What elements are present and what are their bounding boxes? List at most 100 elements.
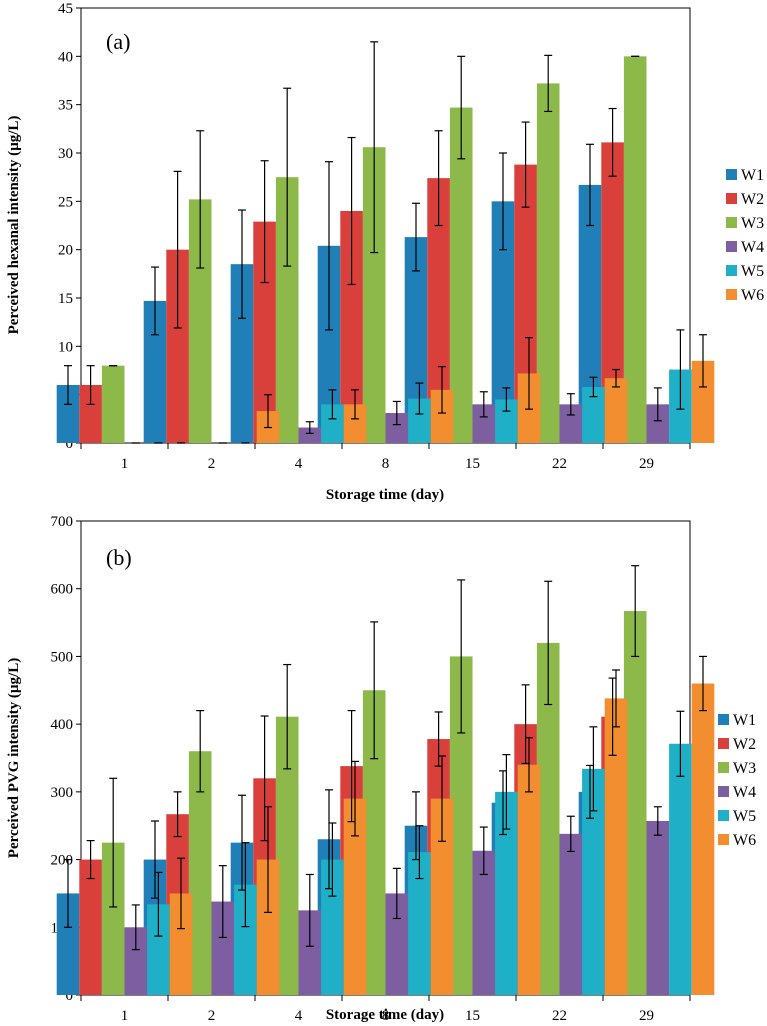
legend-label: W2 xyxy=(733,736,756,753)
bar-w6 xyxy=(430,389,454,443)
x-tick-label: 8 xyxy=(382,1008,390,1024)
bar-w1 xyxy=(143,300,167,443)
y-tick-label: 25 xyxy=(58,194,73,210)
bar-w4 xyxy=(211,901,235,995)
bar-w1 xyxy=(317,245,341,443)
legend-swatch-w3 xyxy=(726,217,737,228)
bar-w6 xyxy=(430,798,454,995)
legend-swatch-w2 xyxy=(726,193,737,204)
bar-w4 xyxy=(559,833,583,995)
legend-swatch-w1 xyxy=(718,714,729,725)
bar-w3 xyxy=(188,199,212,443)
y-tick-label: 0 xyxy=(66,988,74,1004)
bar-w2 xyxy=(601,142,624,443)
y-tick-label: 400 xyxy=(51,717,74,733)
y-tick-label: 200 xyxy=(51,853,74,869)
bar-w4 xyxy=(472,404,496,443)
legend-label: W1 xyxy=(733,712,756,729)
y-axis-title: Perceived hexanal intensity (µg/L) xyxy=(6,116,22,335)
bars xyxy=(56,56,715,444)
y-tick-label: 40 xyxy=(58,49,73,65)
legend-swatch-w3 xyxy=(718,762,729,773)
bar-w3 xyxy=(449,107,473,444)
bar-w4 xyxy=(385,893,409,995)
legend-swatch-w2 xyxy=(718,738,729,749)
x-tick-label: 1 xyxy=(121,456,129,472)
x-tick-label: 22 xyxy=(552,456,567,472)
x-tick-label: 22 xyxy=(552,1008,567,1024)
bar-w6 xyxy=(256,859,280,995)
bar-w3 xyxy=(101,842,125,995)
legend-label: W6 xyxy=(733,832,756,849)
y-axis-title: Perceived PVG intensity (µg/L) xyxy=(6,658,22,858)
legend-swatch-w4 xyxy=(718,786,729,797)
legend: W1 W2 W3 W4 W5 W6 xyxy=(718,712,756,849)
bar-w6 xyxy=(343,404,367,443)
y-tick-label: 30 xyxy=(58,146,73,162)
x-tick-label: 29 xyxy=(639,456,654,472)
bar-w5 xyxy=(495,791,518,995)
x-tick-label: 4 xyxy=(295,456,303,472)
y-tick-label: 10 xyxy=(58,339,73,355)
bar-w2 xyxy=(166,249,189,443)
legend-label: W5 xyxy=(733,808,756,825)
legend-swatch-w4 xyxy=(726,241,737,252)
x-tick-label: 8 xyxy=(382,456,390,472)
bar-w5 xyxy=(234,884,257,995)
bar-w3 xyxy=(623,611,647,995)
legend-swatch-w5 xyxy=(726,265,737,276)
legend-swatch-w5 xyxy=(718,810,729,821)
x-axis-title: Storage time (day) xyxy=(326,1007,444,1023)
bar-w4 xyxy=(646,404,670,443)
bar-w4 xyxy=(472,850,496,995)
bar-w5 xyxy=(408,852,431,995)
bar-w4 xyxy=(298,910,322,995)
x-tick-label: 29 xyxy=(639,1008,654,1024)
x-axis: 1 2 4 8 15 22 29 xyxy=(80,995,691,1024)
legend-label: W2 xyxy=(741,191,764,208)
legend-label: W1 xyxy=(741,167,764,184)
y-tick-label: 20 xyxy=(58,243,73,259)
bar-w6 xyxy=(691,360,715,443)
y-axis: 051015202530354045 xyxy=(58,1,81,452)
legend-label: W6 xyxy=(741,287,764,304)
bar-w3 xyxy=(275,716,299,995)
bar-w1 xyxy=(56,385,80,443)
legend-label: W4 xyxy=(741,239,764,256)
legend-swatch-w6 xyxy=(718,834,729,845)
bar-w1 xyxy=(404,237,428,443)
x-tick-label: 15 xyxy=(465,1008,480,1024)
bar-w3 xyxy=(101,365,125,443)
legend-label: W3 xyxy=(741,215,764,232)
y-tick-label: 35 xyxy=(58,98,73,114)
bar-w6 xyxy=(169,893,193,995)
bar-w5 xyxy=(321,859,344,995)
legend: W1 W2 W3 W4 W5 W6 xyxy=(726,167,764,304)
error-bars xyxy=(64,41,707,444)
bar-w4 xyxy=(298,427,322,443)
bar-w2 xyxy=(427,178,450,443)
bar-w3 xyxy=(188,751,212,995)
bar-w6 xyxy=(517,764,541,995)
bar-w1 xyxy=(230,264,254,443)
panel-label: (a) xyxy=(106,29,130,54)
bar-w1 xyxy=(56,893,80,995)
bar-w2 xyxy=(253,221,276,443)
x-axis-title: Storage time (day) xyxy=(326,487,444,503)
y-tick-label: 600 xyxy=(51,582,74,598)
bar-w4 xyxy=(124,927,148,995)
x-tick-label: 2 xyxy=(208,1008,216,1024)
bar-w6 xyxy=(604,698,628,995)
bar-w5 xyxy=(495,399,518,443)
legend-swatch-w1 xyxy=(726,169,737,180)
bar-w2 xyxy=(79,859,102,995)
y-tick-label: 500 xyxy=(51,649,74,665)
bar-w3 xyxy=(362,690,386,995)
y-tick-label: 300 xyxy=(51,785,74,801)
bar-w5 xyxy=(321,404,344,443)
y-tick-label: 700 xyxy=(51,514,74,530)
x-axis: 1 2 4 8 15 22 29 xyxy=(80,443,691,472)
bar-w6 xyxy=(343,798,367,995)
y-tick-label: 45 xyxy=(58,1,73,17)
